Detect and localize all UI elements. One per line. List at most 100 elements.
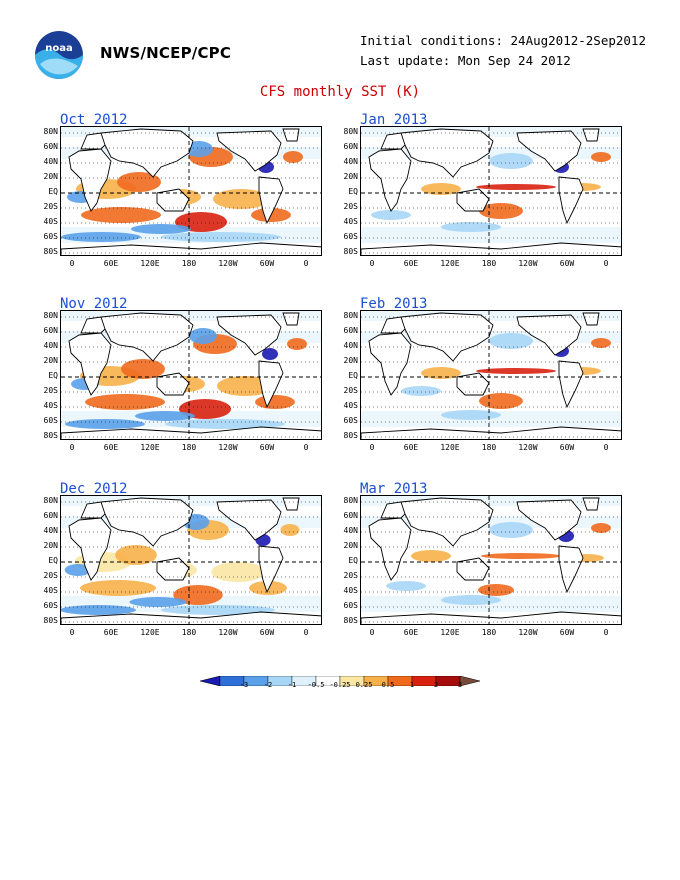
land-outline — [368, 517, 412, 581]
latitude-label: 20N — [343, 356, 358, 365]
anomaly-region — [115, 545, 157, 565]
anomaly-band — [361, 596, 621, 612]
longitude-label: 60E — [403, 628, 419, 637]
land-outline — [68, 332, 112, 396]
anomaly-region — [386, 581, 426, 591]
land-outline — [368, 332, 412, 396]
land-outline — [156, 557, 190, 581]
longitude-label: 0 — [603, 628, 609, 637]
panel-title: Mar 2013 — [360, 481, 428, 497]
anomaly-region — [591, 152, 611, 162]
longitude-label: 60E — [403, 443, 419, 452]
longitude-label: 120W — [518, 628, 538, 637]
land-outline — [558, 545, 584, 594]
colorbar-label: 0.25 — [355, 681, 373, 689]
longitude-label: 0 — [603, 443, 609, 452]
longitude-label: 0 — [369, 443, 375, 452]
anomaly-region — [280, 524, 300, 536]
land-outline — [216, 499, 282, 541]
anomaly-region — [421, 367, 461, 379]
panel-title: Feb 2013 — [360, 296, 428, 312]
land-outline — [361, 426, 621, 439]
colorbar-label: 1 — [409, 681, 415, 689]
land-outline — [516, 314, 582, 356]
anomaly-band — [61, 311, 321, 321]
anomaly-region — [287, 338, 307, 350]
latitude-label: 20S — [43, 202, 58, 211]
sst-anomaly-plot — [361, 127, 621, 255]
anomaly-region — [80, 580, 156, 596]
anomaly-region — [441, 595, 501, 605]
anomaly-region — [64, 564, 92, 576]
longitude-label: 120W — [218, 628, 238, 637]
land-outline — [582, 312, 600, 326]
latitude-label: 40S — [343, 586, 358, 595]
longitude-label: 120W — [218, 443, 238, 452]
anomaly-region — [401, 386, 441, 396]
anomaly-region — [61, 605, 136, 615]
map-panel: Jan 2013 80N 60N 40N 20N EQ 20S 40S 60S 80S 0 60E 12… — [344, 112, 650, 282]
colorbar-label: 2 — [433, 681, 439, 689]
latitude-label: 80N — [343, 127, 358, 136]
longitude-label: 180 — [481, 259, 497, 268]
last-update: Last update: Mon Sep 24 2012 — [360, 53, 571, 68]
anomaly-region — [211, 562, 265, 582]
panel-title: Dec 2012 — [60, 481, 128, 497]
land-outline — [100, 497, 194, 547]
latitude-label: 40N — [343, 526, 358, 535]
anomaly-region — [476, 184, 556, 190]
latitude-label: 60S — [43, 601, 58, 610]
latitude-label: EQ — [48, 187, 58, 196]
colorbar-label: -0.5 — [307, 681, 325, 689]
land-outline — [68, 148, 112, 212]
anomaly-region — [135, 411, 195, 421]
land-outline — [258, 545, 284, 594]
latitude-label: 40S — [43, 401, 58, 410]
longitude-label: 0 — [69, 259, 75, 268]
anomaly-band — [61, 496, 321, 506]
latitude-label: 80S — [343, 616, 358, 625]
anomaly-region — [489, 153, 533, 169]
sst-map — [60, 310, 322, 440]
latitude-label: 40N — [343, 341, 358, 350]
anomaly-region — [117, 172, 161, 192]
anomaly-region — [165, 419, 285, 429]
land-outline — [456, 188, 490, 212]
latitude-label: 60S — [343, 601, 358, 610]
land-outline — [558, 176, 584, 225]
latitude-label: 80S — [43, 431, 58, 440]
latitude-label: 20N — [43, 356, 58, 365]
org-name: NWS/NCEP/CPC — [100, 44, 232, 62]
longitude-label: 60W — [559, 259, 575, 268]
anomaly-region — [121, 359, 165, 379]
latitude-label: 60N — [43, 142, 58, 151]
land-outline — [100, 312, 194, 362]
land-outline — [582, 128, 600, 142]
colorbar-low-arrow — [199, 675, 221, 687]
longitude-label: 120E — [440, 259, 460, 268]
land-outline — [61, 611, 321, 624]
latitude-label: 20N — [43, 541, 58, 550]
longitude-label: 60W — [259, 628, 275, 637]
land-outline — [582, 497, 600, 511]
latitude-label: EQ — [348, 371, 358, 380]
sst-map — [360, 126, 622, 256]
land-outline — [156, 372, 190, 396]
latitude-label: 60N — [43, 326, 58, 335]
land-outline — [156, 188, 190, 212]
colorbar-label: -1 — [287, 681, 297, 689]
sst-anomaly-plot — [361, 496, 621, 624]
latitude-label: 20N — [343, 172, 358, 181]
map-panel: Nov 2012 80N 60N 40N 20N EQ 20S 40S 60S 80S 0 60E 12… — [44, 296, 350, 466]
latitude-label: 20S — [343, 202, 358, 211]
latitude-label: 80S — [343, 247, 358, 256]
latitude-label: 80N — [343, 311, 358, 320]
longitude-label: 180 — [181, 259, 197, 268]
latitude-label: 80S — [343, 431, 358, 440]
logo-text: noaa — [45, 43, 73, 54]
anomaly-region — [65, 419, 145, 429]
land-outline — [400, 312, 494, 362]
latitude-label: 40S — [43, 217, 58, 226]
colorbar-label: 3 — [457, 681, 463, 689]
longitude-label: 120W — [518, 443, 538, 452]
